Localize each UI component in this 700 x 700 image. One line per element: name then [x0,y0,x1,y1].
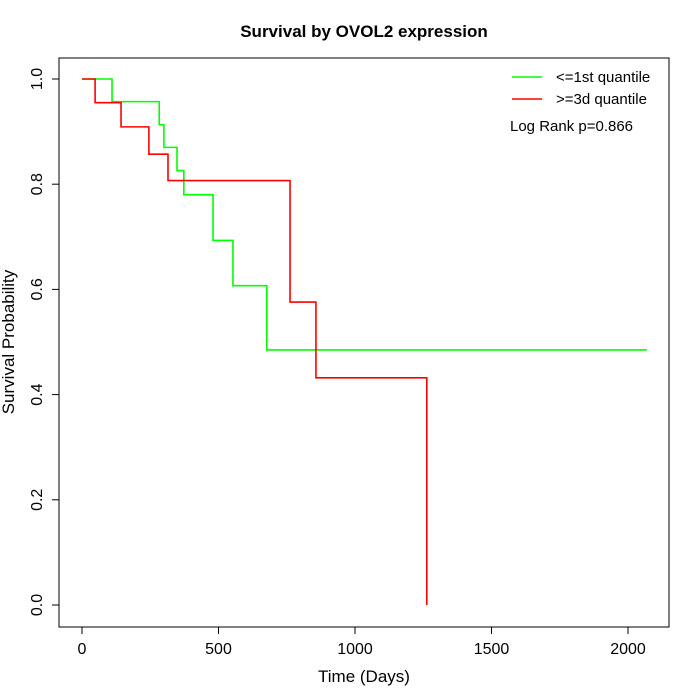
series-line-0 [82,78,647,351]
x-tick-label: 0 [78,641,87,658]
x-tick-label: 1000 [337,641,373,658]
series-line-1 [82,78,428,605]
plot-area [58,57,670,628]
y-tick-label: 1.0 [29,68,46,90]
y-tick-label: 0.4 [29,383,46,405]
x-tick-label: 1500 [474,641,510,658]
legend-label: <=1st quantile [556,69,650,86]
y-tick-label: 0.8 [29,173,46,195]
log-rank-annotation: Log Rank p=0.866 [510,118,633,135]
y-axis-label: Survival Probability [0,269,18,414]
chart-title: Survival by OVOL2 expression [240,22,488,41]
legend-label: >=3d quantile [556,91,647,108]
y-tick-label: 0.2 [29,489,46,511]
x-axis-label: Time (Days) [318,667,410,686]
x-tick-label: 500 [205,641,232,658]
y-tick-label: 0.6 [29,278,46,300]
y-tick-label: 0.0 [29,594,46,616]
x-tick-label: 2000 [610,641,646,658]
